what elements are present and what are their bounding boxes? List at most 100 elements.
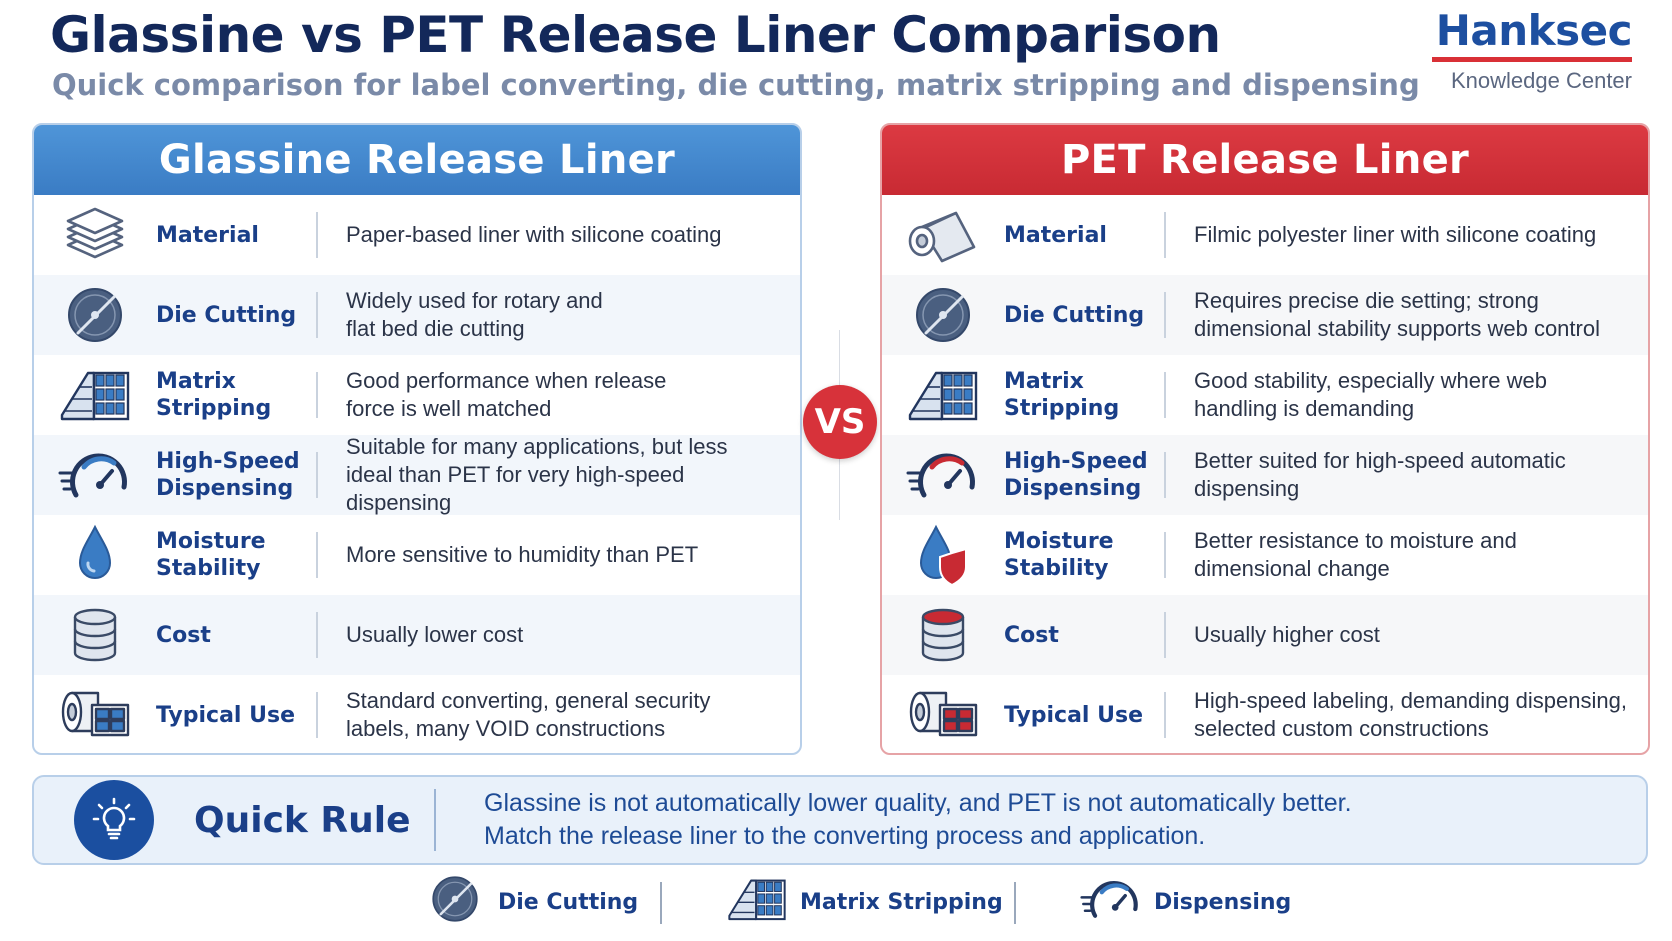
row-label: Cost [156, 622, 211, 648]
row-description: Widely used for rotary and flat bed die … [346, 288, 603, 341]
row-label: High-Speed Dispensing [1004, 449, 1148, 501]
pet-rows: Material Filmic polyester liner with sili… [882, 195, 1648, 753]
coin-stack-icon [882, 595, 1004, 675]
row-label: Material [156, 222, 259, 248]
row-label: Material [1004, 222, 1107, 248]
row-description: Better resistance to moisture and dimens… [1194, 528, 1517, 581]
row-label: Matrix Stripping [1004, 369, 1120, 421]
icon-legend: Die Cutting Matrix Stripping Dispensing [0, 872, 1672, 932]
row-divider [316, 532, 318, 578]
legend-item-matrix-stripping: Matrix Stripping [714, 872, 1003, 932]
comparison-row: Die Cutting Widely used for rotary and fl… [34, 275, 800, 355]
row-divider [1164, 212, 1166, 258]
lightbulb-icon [74, 780, 154, 860]
brand-underline [1432, 57, 1632, 62]
row-description: High-speed labeling, demanding dispensin… [1194, 688, 1627, 741]
row-divider [316, 692, 318, 738]
comparison-row: High-Speed Dispensing Better suited for h… [882, 435, 1648, 515]
coin-stack-icon [34, 595, 156, 675]
legend-divider [660, 882, 662, 924]
quick-rule-text: Glassine is not automatically lower qual… [484, 789, 1352, 850]
comparison-row: Matrix Stripping Good stability, especial… [882, 355, 1648, 435]
legend-item-die-cutting: Die Cutting [412, 872, 638, 932]
row-label: Cost [1004, 622, 1059, 648]
comparison-row: High-Speed Dispensing Suitable for many a… [34, 434, 800, 515]
label-roll-icon [882, 675, 1004, 753]
comparison-row: Matrix Stripping Good performance when re… [34, 355, 800, 435]
legend-label: Dispensing [1154, 889, 1292, 915]
row-description: Good stability, especially where web han… [1194, 368, 1547, 421]
row-label: Matrix Stripping [156, 369, 272, 421]
row-label: High-Speed Dispensing [156, 449, 300, 501]
quick-rule-box: Quick Rule Glassine is not automatically… [32, 775, 1648, 865]
row-divider [1164, 452, 1166, 498]
page-subtitle: Quick comparison for label converting, d… [52, 68, 1420, 102]
label-roll-icon [34, 675, 156, 753]
comparison-row: Cost Usually lower cost [34, 595, 800, 675]
film-roll-icon [882, 195, 1004, 275]
row-description: Standard converting, general security la… [346, 688, 711, 741]
comparison-row: Typical Use High-speed labeling, demandin… [882, 675, 1648, 753]
row-divider [1164, 292, 1166, 338]
brand-tagline: Knowledge Center [1450, 68, 1632, 93]
speedometer-icon [1080, 871, 1142, 933]
speedometer-icon [882, 435, 1004, 515]
row-description: Suitable for many applications, but less… [346, 434, 728, 515]
row-description: Filmic polyester liner with silicone coa… [1194, 222, 1597, 247]
row-divider [1164, 692, 1166, 738]
row-label: Moisture Stability [1004, 529, 1114, 581]
glassine-panel-title: Glassine Release Liner [34, 125, 800, 195]
comparison-row: Material Filmic polyester liner with sili… [882, 195, 1648, 275]
matrix-grid-icon [726, 871, 788, 933]
pet-panel-title: PET Release Liner [882, 125, 1648, 195]
row-divider [316, 372, 318, 418]
row-description: Usually lower cost [346, 622, 524, 647]
glassine-panel: Glassine Release Liner Material Paper-bas… [32, 123, 802, 755]
comparison-row: Die Cutting Requires precise die setting;… [882, 275, 1648, 355]
drop-shield-icon [882, 515, 1004, 595]
comparison-row: Cost Usually higher cost [882, 595, 1648, 675]
quick-rule-divider [434, 789, 436, 851]
row-divider [316, 452, 318, 498]
brand-name: Hanksec [1435, 6, 1633, 55]
brand-logo: Hanksec Knowledge Center [1432, 6, 1633, 94]
comparison-row: Moisture Stability Better resistance to m… [882, 515, 1648, 595]
row-label: Die Cutting [1004, 302, 1145, 328]
vs-badge: VS [803, 385, 877, 459]
legend-item-dispensing: Dispensing [1068, 872, 1291, 932]
row-divider [1164, 612, 1166, 658]
glassine-rows: Material Paper-based liner with silicone … [34, 195, 800, 753]
matrix-grid-icon [34, 355, 156, 435]
water-drop-icon [34, 515, 156, 595]
row-description: Paper-based liner with silicone coating [346, 222, 722, 247]
row-label: Moisture Stability [156, 529, 266, 581]
row-description: Usually higher cost [1194, 622, 1380, 647]
legend-label: Matrix Stripping [800, 889, 1003, 915]
row-label: Typical Use [1004, 702, 1143, 728]
die-cutter-icon [424, 871, 486, 933]
layers-icon [34, 195, 156, 275]
comparison-row: Typical Use Standard converting, general … [34, 675, 800, 753]
row-divider [1164, 532, 1166, 578]
pet-panel: PET Release Liner Material Filmic polyest… [880, 123, 1650, 755]
row-divider [1164, 372, 1166, 418]
quick-rule-title: Quick Rule [194, 799, 411, 841]
row-label: Die Cutting [156, 302, 297, 328]
row-description: Requires precise die setting; strong dim… [1194, 288, 1600, 341]
legend-divider [1014, 882, 1016, 924]
die-cutter-icon [34, 275, 156, 355]
row-divider [316, 212, 318, 258]
row-description: Good performance when release force is w… [346, 368, 667, 421]
speedometer-icon [34, 435, 156, 515]
comparison-row: Material Paper-based liner with silicone … [34, 195, 800, 275]
matrix-grid-icon [882, 355, 1004, 435]
die-cutter-icon [882, 275, 1004, 355]
row-divider [316, 292, 318, 338]
comparison-row: Moisture Stability More sensitive to humi… [34, 515, 800, 595]
row-label: Typical Use [156, 702, 295, 728]
legend-label: Die Cutting [498, 889, 639, 915]
row-description: Better suited for high-speed automatic d… [1194, 448, 1566, 501]
row-divider [316, 612, 318, 658]
page-title: Glassine vs PET Release Liner Comparison [50, 6, 1221, 64]
row-description: More sensitive to humidity than PET [346, 542, 699, 567]
